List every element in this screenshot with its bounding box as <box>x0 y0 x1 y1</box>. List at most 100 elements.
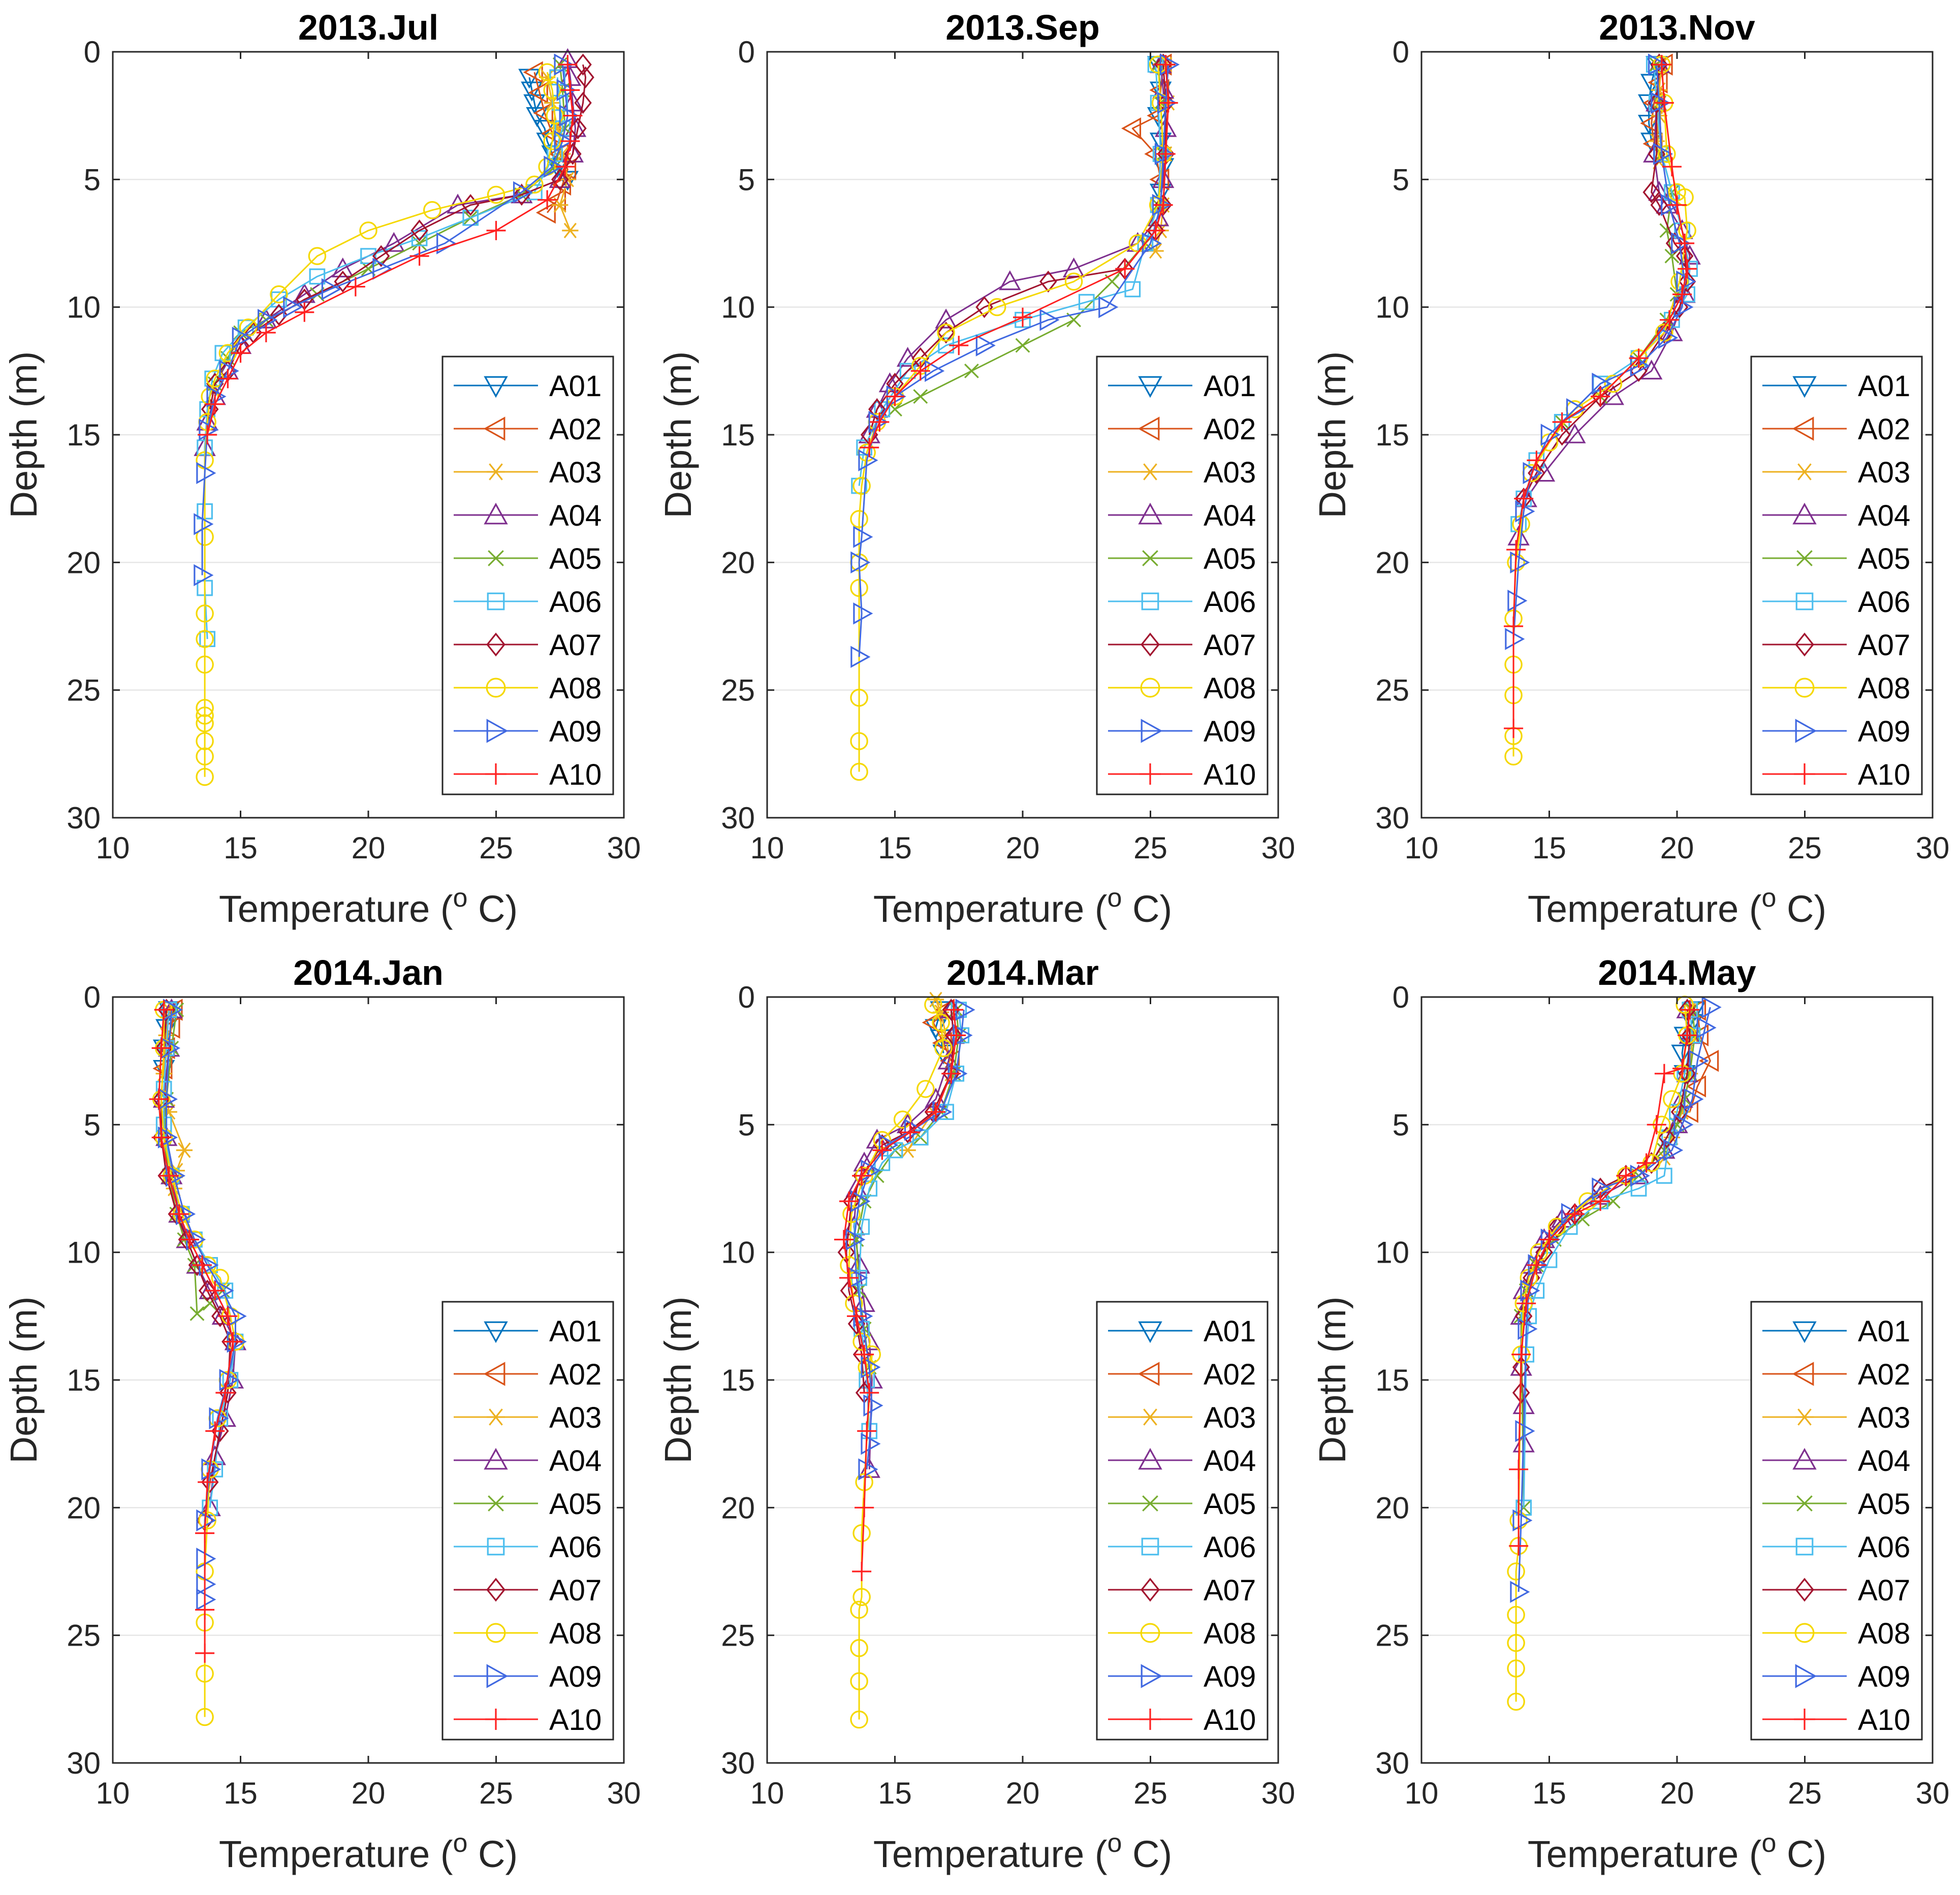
legend-marker <box>485 1709 507 1730</box>
data-point-A08 <box>852 1588 871 1607</box>
panel-5: 10 15 20 25 30 0 5 10 15 20 25 30 2014.Mar Temperatur… <box>657 953 1295 1875</box>
data-point-A10 <box>1527 451 1546 470</box>
legend-marker <box>1792 1321 1817 1343</box>
legend-label: A01 <box>549 1315 602 1348</box>
x-tick-label: 25 <box>479 1776 513 1810</box>
data-point-A09 <box>196 1548 216 1570</box>
legend-label: A04 <box>549 1444 602 1478</box>
y-tick-label: 0 <box>738 35 755 69</box>
data-point-A09 <box>194 513 214 535</box>
data-point-A10 <box>1591 1192 1610 1211</box>
data-point-A07 <box>574 91 592 114</box>
y-tick-label: 25 <box>67 673 101 708</box>
x-tick-label: 15 <box>224 1776 258 1810</box>
legend-entry-A10: A10 <box>1762 758 1910 791</box>
data-point-A07 <box>840 1279 858 1302</box>
data-point-A06 <box>202 1499 218 1516</box>
data-point-A08 <box>196 1664 214 1683</box>
legend-label: A03 <box>549 1401 602 1434</box>
legend-label: A01 <box>549 370 602 403</box>
legend-entry-A04: A04 <box>1762 499 1910 532</box>
y-tick-label: 0 <box>1393 980 1409 1014</box>
data-point-A04 <box>1147 206 1169 227</box>
data-point-A10 <box>1504 617 1524 636</box>
x-axis-label: Temperature (o C) <box>1528 883 1826 930</box>
data-point-A03 <box>562 222 579 239</box>
legend-marker <box>1141 719 1163 743</box>
legend-marker <box>484 502 508 525</box>
legend-entry-A09: A09 <box>1762 1660 1910 1693</box>
y-axis-label: Depth (m) <box>657 351 699 519</box>
legend: A01 A02 A03 A04 A05 A06 A07 A08 A09 A10 <box>1750 356 1923 795</box>
data-point-A09 <box>1684 1088 1704 1110</box>
data-point-A08 <box>1547 1217 1566 1236</box>
data-point-A09 <box>194 564 214 587</box>
legend-label: A06 <box>1204 586 1256 619</box>
legend-entry-A04: A04 <box>1762 1444 1910 1478</box>
legend-label: A05 <box>549 542 602 575</box>
data-point-A10 <box>538 190 557 210</box>
legend-label: A02 <box>1204 413 1256 446</box>
legend-entry-A03: A03 <box>1762 1401 1910 1434</box>
data-point-A08 <box>893 1110 912 1129</box>
x-tick-label: 10 <box>1405 831 1439 865</box>
series-line-A10 <box>1512 65 1688 729</box>
data-point-A08 <box>850 688 868 707</box>
data-point-A10 <box>215 1383 235 1403</box>
data-point-A09 <box>1648 53 1668 76</box>
data-point-A09 <box>1671 232 1691 254</box>
series-A10 <box>1509 1000 1700 1556</box>
legend-label: A02 <box>1858 1358 1910 1391</box>
data-point-A04 <box>935 308 957 329</box>
legend-entry-A02: A02 <box>1762 413 1910 446</box>
y-axis-label: Depth (m) <box>657 1297 699 1464</box>
legend-label: A02 <box>1204 1358 1256 1391</box>
x-tick-label: 15 <box>1532 1776 1566 1810</box>
data-point-A10 <box>1678 259 1697 279</box>
legend-entry-A06: A06 <box>1108 1531 1256 1564</box>
data-point-A08 <box>196 655 214 674</box>
data-point-A08 <box>850 579 868 597</box>
x-tick-label: 30 <box>1916 831 1950 865</box>
y-tick-label: 25 <box>1375 1619 1409 1653</box>
data-point-A10 <box>860 1383 879 1403</box>
chart-title: 2014.Jan <box>293 953 444 992</box>
data-point-A10 <box>1156 55 1176 75</box>
data-point-A10 <box>1680 1000 1700 1020</box>
legend-label: A09 <box>1204 715 1256 748</box>
x-tick-label: 15 <box>878 1776 912 1810</box>
y-tick-label: 30 <box>67 1746 101 1780</box>
data-point-A08 <box>1507 1633 1525 1652</box>
data-point-A09 <box>283 296 303 318</box>
data-point-A08 <box>196 732 214 750</box>
legend-marker <box>1794 678 1815 698</box>
series-line-A09 <box>858 65 1169 657</box>
data-point-A08 <box>359 221 377 240</box>
data-point-A10 <box>852 1166 872 1185</box>
legend-entry-A07: A07 <box>454 1574 602 1607</box>
legend-entry-A08: A08 <box>1108 672 1256 705</box>
data-point-A06 <box>155 1081 172 1097</box>
legend-label: A07 <box>1204 629 1256 662</box>
legend-label: A08 <box>1858 672 1910 705</box>
legend-marker <box>484 1321 508 1343</box>
legend-marker <box>1795 632 1814 657</box>
data-point-A10 <box>1514 489 1534 508</box>
data-point-A09 <box>544 155 564 178</box>
legend-marker <box>1792 416 1814 441</box>
legend-entry-A01: A01 <box>1108 1315 1256 1348</box>
data-point-A10 <box>198 1472 217 1492</box>
x-tick-label: 10 <box>750 1776 784 1810</box>
data-point-A10 <box>256 323 276 342</box>
data-point-A05 <box>913 389 928 404</box>
data-point-A08 <box>308 247 327 265</box>
panel-6: 10 15 20 25 30 0 5 10 15 20 25 30 2014.May Temperatur… <box>1311 953 1949 1875</box>
legend-marker <box>1140 1623 1160 1643</box>
data-point-A09 <box>321 278 341 301</box>
y-tick-label: 5 <box>84 1108 101 1142</box>
data-point-A09 <box>1653 143 1673 165</box>
data-point-A08 <box>196 767 214 786</box>
legend-box <box>1750 1301 1923 1741</box>
data-point-A10 <box>1672 284 1692 304</box>
y-tick-label: 30 <box>1375 1746 1409 1780</box>
